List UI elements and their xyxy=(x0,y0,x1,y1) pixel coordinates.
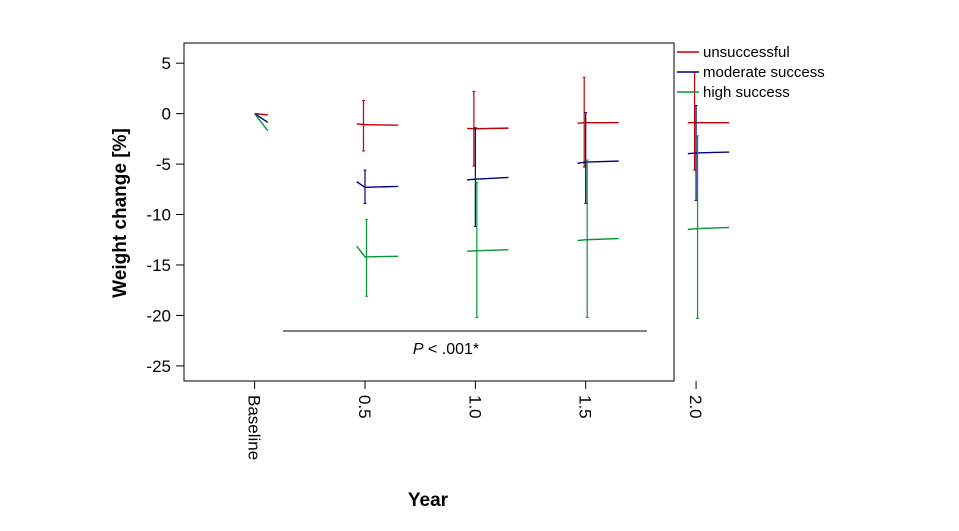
data-point xyxy=(695,152,697,154)
mean-line-segment xyxy=(254,112,268,116)
mean-line-segment xyxy=(687,227,697,231)
data-point xyxy=(474,178,477,181)
mean-line-segment xyxy=(577,239,586,242)
mean-line-segment xyxy=(696,226,730,230)
x-tick-label: 1.5 xyxy=(576,395,595,419)
significance-annotation: P < .001* xyxy=(283,330,647,358)
mean-line-segment xyxy=(364,255,399,258)
mean-line-segment xyxy=(585,160,619,163)
mean-line-segment xyxy=(475,127,509,130)
x-tick-label: 1.0 xyxy=(465,395,484,419)
mean-line-segment xyxy=(364,185,399,188)
y-tick-label: 0 xyxy=(162,105,171,124)
series-moderate-success xyxy=(254,105,730,228)
data-point xyxy=(474,250,477,252)
data-point xyxy=(364,186,366,189)
p-value-label: P < .001* xyxy=(413,341,479,358)
mean-line-segment xyxy=(585,237,619,241)
x-tick-label: 2.0 xyxy=(686,395,705,419)
mean-line-segment xyxy=(687,152,697,155)
legend-label: unsuccessful xyxy=(703,44,790,61)
y-axis: 5 0 -5 -10 -15 -20 -25 xyxy=(146,54,184,376)
y-tick-label: -5 xyxy=(156,155,171,174)
series-unsuccessful xyxy=(254,71,730,171)
mean-line-segment xyxy=(577,161,586,165)
x-tick-label: 0.5 xyxy=(355,395,374,419)
y-axis-title: Weight change [%] xyxy=(110,128,131,298)
y-tick-label: -25 xyxy=(146,357,171,376)
legend-label: moderate success xyxy=(703,64,825,81)
series-high-success xyxy=(254,113,730,319)
plot-frame xyxy=(183,42,675,382)
p-value-italic: P xyxy=(413,341,424,358)
legend: unsuccessful moderate success high success xyxy=(677,44,825,101)
series-layer xyxy=(254,71,730,319)
mean-line-segment xyxy=(467,178,476,181)
x-axis-title: Year xyxy=(408,490,449,511)
mean-line-segment xyxy=(475,176,509,180)
mean-line-segment xyxy=(356,181,366,188)
y-tick-label: -10 xyxy=(146,206,171,225)
data-point xyxy=(584,161,587,163)
mean-line-segment xyxy=(475,248,509,252)
y-tick-label: 5 xyxy=(162,54,171,73)
data-point xyxy=(584,238,587,241)
data-point xyxy=(364,123,366,126)
y-tick-label: -20 xyxy=(146,306,171,325)
y-tick-label: -15 xyxy=(146,256,171,275)
mean-line-segment xyxy=(696,151,730,154)
p-value-rest: < .001* xyxy=(424,341,480,358)
data-point xyxy=(695,227,697,230)
mean-line-segment xyxy=(356,245,366,258)
legend-label: high success xyxy=(703,84,790,101)
x-axis: Baseline 0.5 1.0 1.5 2.0 xyxy=(245,381,705,460)
data-point xyxy=(364,256,366,258)
x-tick-label: Baseline xyxy=(245,395,264,460)
mean-line-segment xyxy=(254,113,269,124)
mean-line-segment xyxy=(254,113,269,132)
